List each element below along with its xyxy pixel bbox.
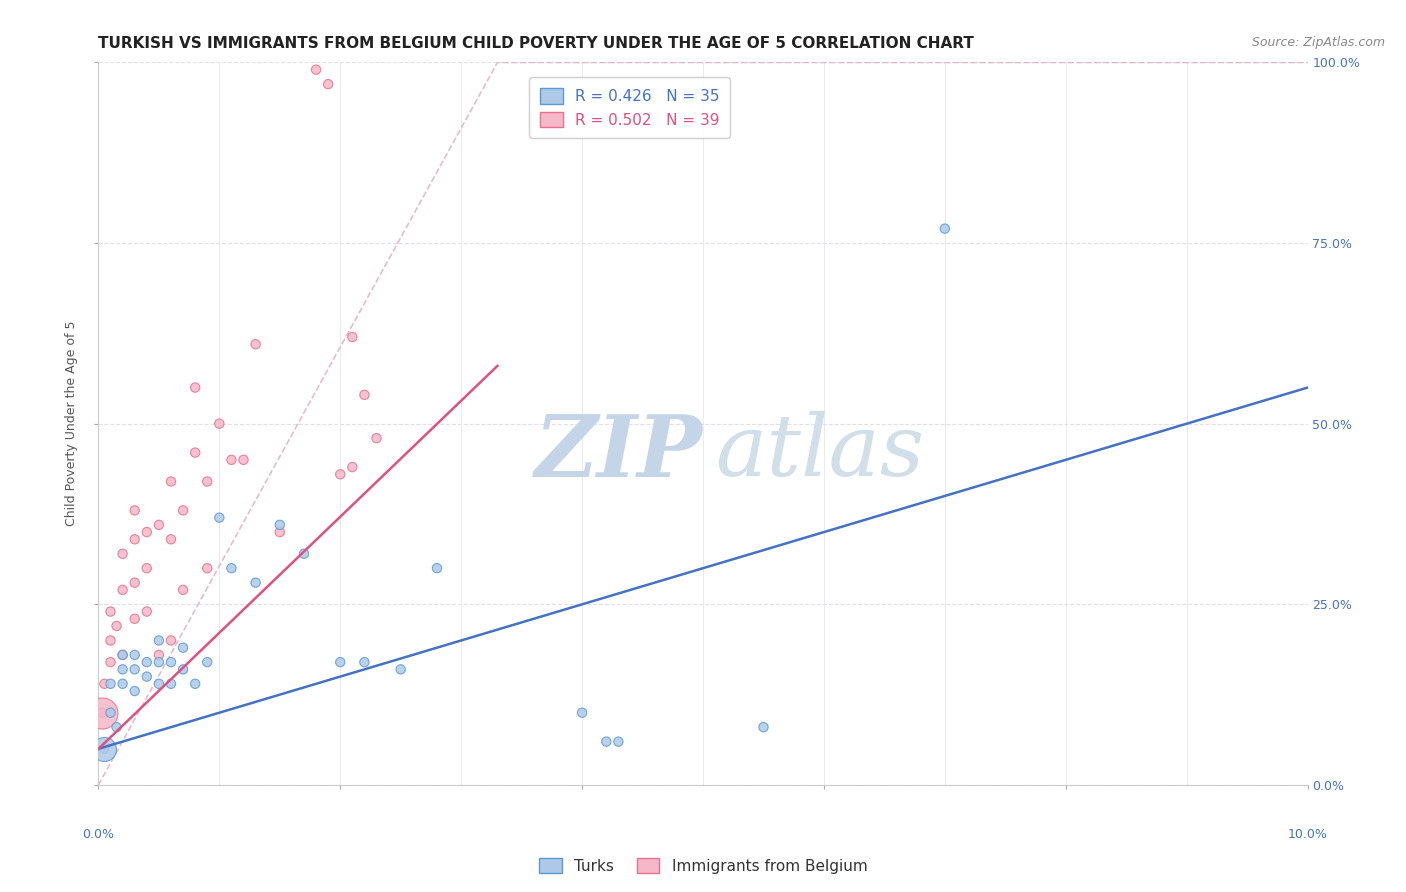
Legend: Turks, Immigrants from Belgium: Turks, Immigrants from Belgium [533, 852, 873, 880]
Point [184, 677, 207, 691]
Point [91, 706, 114, 720]
Point [148, 655, 170, 669]
Point [124, 503, 146, 517]
Point [160, 475, 183, 489]
Point [148, 517, 170, 532]
Point [208, 510, 231, 524]
Text: atlas: atlas [716, 411, 924, 494]
Point [124, 662, 146, 676]
Point [91, 706, 114, 720]
Legend: R = 0.426   N = 35, R = 0.502   N = 39: R = 0.426 N = 35, R = 0.502 N = 39 [529, 78, 730, 138]
Point [607, 734, 630, 748]
Point [111, 648, 134, 662]
Text: 0.0%: 0.0% [83, 829, 114, 841]
Point [329, 467, 352, 482]
Point [232, 452, 254, 467]
Point [172, 640, 194, 655]
Point [100, 655, 122, 669]
Point [195, 475, 218, 489]
Point [208, 417, 231, 431]
Point [124, 684, 146, 698]
Text: ZIP: ZIP [536, 411, 703, 494]
Point [221, 452, 243, 467]
Point [111, 582, 134, 597]
Point [93, 677, 115, 691]
Point [124, 648, 146, 662]
Point [316, 77, 339, 91]
Point [135, 605, 157, 619]
Point [135, 524, 157, 539]
Point [184, 380, 207, 394]
Point [329, 655, 352, 669]
Point [105, 619, 128, 633]
Text: Source: ZipAtlas.com: Source: ZipAtlas.com [1251, 36, 1385, 49]
Y-axis label: Child Poverty Under the Age of 5: Child Poverty Under the Age of 5 [65, 321, 79, 526]
Point [160, 633, 183, 648]
Point [124, 612, 146, 626]
Point [595, 734, 617, 748]
Point [124, 533, 146, 547]
Point [353, 655, 375, 669]
Point [245, 575, 267, 590]
Point [105, 720, 128, 734]
Point [353, 388, 375, 402]
Point [245, 337, 267, 351]
Point [100, 605, 122, 619]
Point [195, 655, 218, 669]
Point [135, 561, 157, 575]
Point [160, 655, 183, 669]
Point [571, 706, 593, 720]
Point [426, 561, 449, 575]
Point [111, 547, 134, 561]
Point [172, 662, 194, 676]
Point [172, 582, 194, 597]
Point [100, 706, 122, 720]
Point [366, 431, 388, 445]
Point [148, 648, 170, 662]
Point [342, 330, 364, 344]
Point [93, 742, 115, 756]
Point [269, 524, 291, 539]
Point [100, 677, 122, 691]
Point [135, 669, 157, 683]
Point [292, 547, 315, 561]
Point [160, 677, 183, 691]
Point [934, 221, 956, 235]
Point [195, 561, 218, 575]
Point [269, 517, 291, 532]
Point [389, 662, 412, 676]
Text: 10.0%: 10.0% [1288, 829, 1327, 841]
Point [221, 561, 243, 575]
Point [752, 720, 775, 734]
Point [172, 503, 194, 517]
Point [160, 533, 183, 547]
Point [305, 62, 328, 77]
Text: TURKISH VS IMMIGRANTS FROM BELGIUM CHILD POVERTY UNDER THE AGE OF 5 CORRELATION : TURKISH VS IMMIGRANTS FROM BELGIUM CHILD… [98, 36, 974, 51]
Point [111, 648, 134, 662]
Point [111, 677, 134, 691]
Point [148, 677, 170, 691]
Point [93, 742, 115, 756]
Point [135, 655, 157, 669]
Point [124, 575, 146, 590]
Point [184, 445, 207, 459]
Point [111, 662, 134, 676]
Point [100, 633, 122, 648]
Point [342, 460, 364, 475]
Point [148, 633, 170, 648]
